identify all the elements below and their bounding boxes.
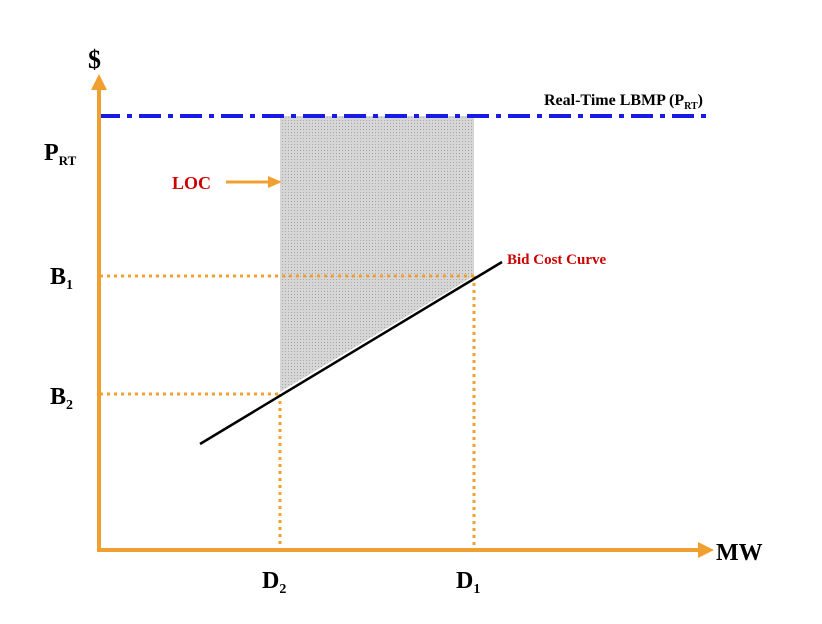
x-axis-label: MW bbox=[716, 540, 763, 566]
y-axis-arrow bbox=[91, 74, 107, 90]
x-axis-arrow bbox=[698, 542, 714, 558]
y-tick-b2: B2 bbox=[50, 384, 73, 413]
loc-label: LOC bbox=[172, 173, 211, 193]
bid-cost-curve-label: Bid Cost Curve bbox=[507, 252, 607, 268]
y-tick-prt: PRT bbox=[44, 140, 77, 168]
loc-shaded-area bbox=[280, 116, 474, 392]
real-time-lbmp-label: Real-Time LBMP (PRT) bbox=[544, 92, 703, 112]
loc-arrow-head bbox=[268, 176, 282, 188]
x-tick-d2: D2 bbox=[262, 568, 286, 597]
y-tick-b1: B1 bbox=[50, 264, 73, 293]
y-axis-label: $ bbox=[88, 45, 101, 74]
bid-cost-curve bbox=[199, 260, 503, 446]
x-tick-d1: D1 bbox=[456, 568, 480, 597]
